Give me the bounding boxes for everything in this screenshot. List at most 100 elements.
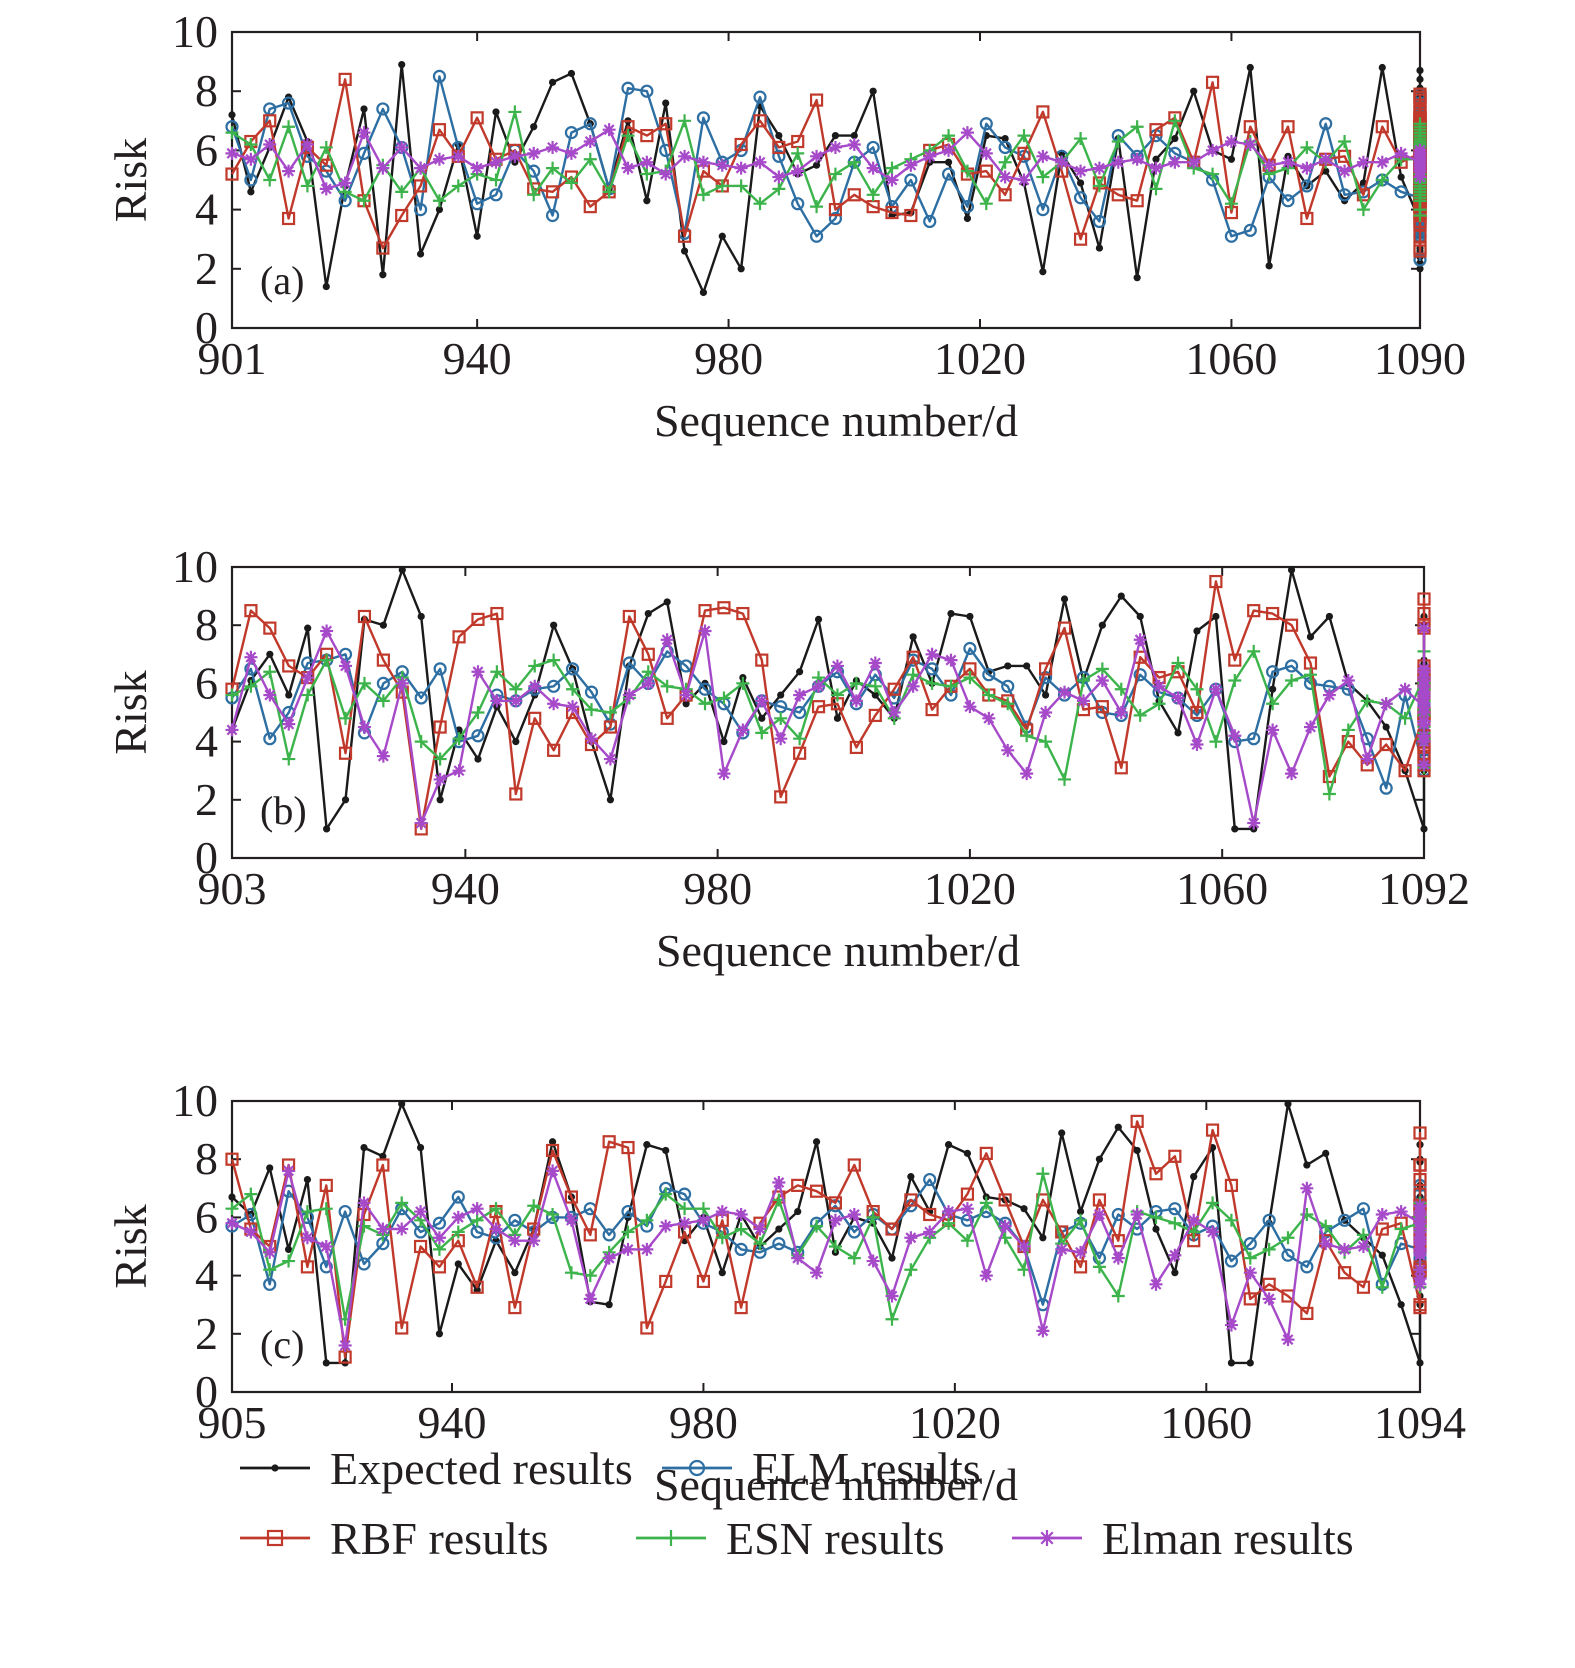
data-point — [1205, 75, 1220, 89]
data-point — [1152, 155, 1160, 163]
data-point — [1356, 1228, 1370, 1242]
data-point — [1306, 633, 1315, 641]
data-point — [471, 665, 485, 679]
data-point — [1413, 1172, 1427, 1187]
data-point — [1224, 1178, 1239, 1192]
data-point — [244, 1225, 258, 1239]
data-point — [1060, 595, 1069, 603]
data-point — [1058, 772, 1072, 786]
data-point — [979, 1196, 993, 1210]
data-point — [300, 137, 314, 151]
data-point — [300, 179, 314, 193]
data-point — [547, 653, 561, 667]
data-point — [1300, 1181, 1314, 1195]
data-point — [885, 1289, 899, 1303]
legend-entry: Expected results — [240, 1443, 633, 1494]
data-point — [1111, 1289, 1125, 1303]
data-point — [1133, 1146, 1141, 1155]
data-point — [470, 1202, 484, 1216]
data-point — [247, 188, 255, 196]
data-point — [527, 188, 541, 202]
data-point — [1092, 1207, 1106, 1221]
data-point — [1300, 1260, 1314, 1274]
data-point — [1246, 63, 1254, 72]
data-point — [1098, 621, 1106, 629]
data-point — [584, 685, 599, 699]
data-point — [1227, 155, 1236, 163]
data-point — [734, 179, 748, 193]
data-point — [772, 1236, 786, 1251]
data-point — [622, 688, 636, 702]
data-point — [960, 200, 975, 214]
data-point — [753, 155, 767, 169]
data-point — [1379, 737, 1393, 752]
data-point — [830, 688, 844, 702]
data-point — [545, 208, 560, 223]
data-point — [1190, 682, 1204, 696]
data-point — [338, 176, 352, 190]
data-point — [1413, 1277, 1427, 1291]
data-point — [416, 1143, 425, 1152]
data-point — [282, 659, 296, 673]
data-point — [452, 732, 466, 746]
data-point — [866, 1210, 880, 1224]
data-point — [282, 1164, 296, 1178]
data-point — [304, 624, 312, 632]
data-point — [717, 691, 731, 705]
data-point — [338, 1338, 352, 1352]
data-point — [1413, 1234, 1427, 1248]
data-point — [1149, 1277, 1163, 1291]
data-point — [698, 697, 712, 711]
data-point — [736, 676, 750, 690]
legend-label: ESN results — [726, 1513, 945, 1564]
data-point — [1152, 1225, 1160, 1233]
data-point — [1092, 1193, 1107, 1207]
data-point — [322, 282, 330, 291]
data-point — [1420, 825, 1428, 833]
panel-label: (b) — [260, 788, 307, 833]
data-point — [1417, 592, 1431, 606]
data-point — [963, 214, 972, 223]
data-point — [432, 194, 446, 208]
data-point — [395, 208, 409, 223]
data-point — [433, 720, 447, 734]
y-tick-label: 4 — [195, 1250, 218, 1301]
data-point — [1378, 1251, 1386, 1259]
data-point — [621, 161, 635, 175]
data-point — [282, 120, 296, 134]
data-point — [303, 1175, 312, 1184]
legend: Expected results ELM results RBF results ES… — [240, 1443, 1354, 1564]
data-point — [960, 126, 974, 140]
data-point — [963, 1149, 972, 1157]
data-point — [508, 1301, 522, 1315]
data-point — [847, 1207, 861, 1221]
data-point — [244, 650, 258, 664]
data-point — [944, 158, 953, 166]
data-point — [1073, 1260, 1088, 1274]
data-point — [1413, 229, 1427, 243]
data-point — [923, 1172, 937, 1187]
data-point — [338, 1204, 352, 1219]
data-point — [564, 176, 578, 190]
data-point — [1076, 694, 1090, 708]
data-point — [319, 1260, 333, 1274]
data-point — [772, 182, 786, 196]
data-point — [1243, 1236, 1257, 1251]
data-point — [717, 601, 731, 615]
data-point — [395, 1321, 409, 1335]
data-point — [433, 772, 447, 786]
data-point — [1338, 135, 1352, 149]
data-point — [546, 1164, 560, 1178]
plot-frame — [230, 30, 1422, 330]
data-point — [1285, 673, 1299, 687]
data-point — [698, 624, 712, 638]
data-point — [565, 662, 580, 676]
data-point — [471, 729, 485, 743]
data-point — [866, 161, 880, 175]
y-tick-label: 10 — [172, 1075, 218, 1126]
data-point — [850, 132, 858, 140]
data-point — [755, 726, 769, 740]
x-tick-label: 1060 — [1185, 333, 1277, 384]
data-point — [546, 140, 560, 154]
data-point — [266, 1164, 274, 1172]
